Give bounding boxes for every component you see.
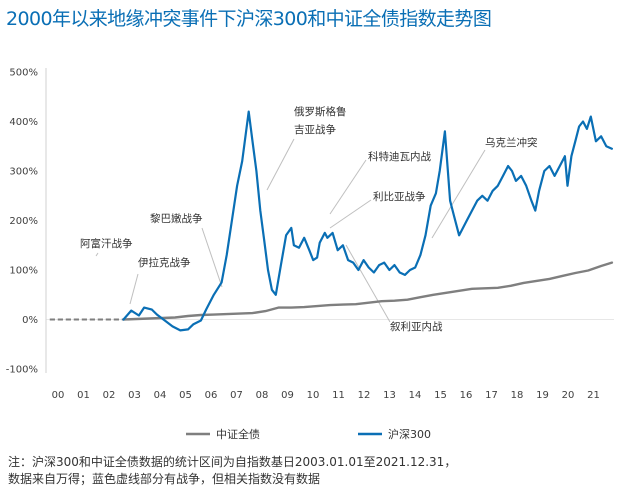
annotation-label: 叙利亚内战 [390, 320, 443, 333]
annotation: 乌克兰冲突 [431, 136, 538, 239]
annotation: 科特迪瓦内战 [329, 150, 431, 215]
x-tick-label: 16 [460, 390, 473, 401]
footnote-line-2: 数据来自万得；蓝色虚线部分有战争，但相关指数没有数据 [8, 472, 321, 486]
legend-label: 沪深300 [388, 427, 431, 441]
x-tick-label: 19 [536, 390, 549, 401]
legend-item-bond[interactable]: 中证全债 [186, 427, 260, 441]
x-tick-label: 05 [179, 390, 192, 401]
x-tick-label: 11 [332, 390, 345, 401]
annotation-leader-line [431, 149, 486, 239]
annotation: 叙利亚内战 [345, 244, 443, 333]
annotation-leader-line [201, 227, 223, 288]
x-tick-label: 02 [103, 390, 116, 401]
chart-title: 2000年以来地缘冲突事件下沪深300和中证全债指数走势图 [6, 8, 492, 30]
annotation-label: 黎巴嫩战争 [150, 212, 203, 225]
annotation-label: 阿富汗战争 [80, 237, 133, 250]
y-tick-label: 300% [9, 167, 38, 178]
x-tick-label: 12 [358, 390, 371, 401]
annotation-label: 科特迪瓦内战 [368, 150, 431, 163]
legend-item-hs300[interactable]: 沪深300 [358, 427, 431, 441]
annotation-leader-line [95, 252, 99, 257]
annotation-label: 吉亚战争 [294, 123, 336, 136]
x-tick-label: 18 [511, 390, 524, 401]
annotation-leader-line [345, 244, 391, 323]
x-tick-label: 01 [77, 390, 90, 401]
annotation-label: 乌克兰冲突 [485, 136, 538, 149]
annotation-leader-line [329, 159, 367, 215]
y-tick-label: 0% [22, 315, 38, 326]
annotation-label: 俄罗斯格鲁 [294, 105, 347, 118]
annotation: 黎巴嫩战争 [150, 212, 223, 288]
bond-series-line [122, 261, 614, 321]
x-tick-label: 14 [409, 390, 422, 401]
x-tick-label: 15 [434, 390, 447, 401]
annotation-label: 伊拉克战争 [138, 256, 191, 269]
legend[interactable]: 中证全债 沪深300 [186, 427, 431, 441]
x-tick-label: 17 [485, 390, 498, 401]
y-tick-label: 500% [9, 68, 38, 79]
y-tick-label: 200% [9, 216, 38, 227]
annotation-label: 利比亚战争 [373, 190, 426, 203]
x-tick-label: 21 [587, 390, 600, 401]
annotation-leader-line [129, 273, 139, 305]
y-tick-label: -100% [6, 365, 38, 376]
series-layer [49, 110, 614, 332]
x-tick-label: 20 [562, 390, 575, 401]
x-tick-label: 03 [128, 390, 141, 401]
x-tick-label: 09 [281, 390, 294, 401]
y-axis: -100% 0% 100% 200% 300% 400% 500% [6, 68, 38, 376]
x-tick-label: 04 [154, 390, 167, 401]
annotation-leader-line [329, 199, 372, 229]
annotation: 阿富汗战争 [80, 237, 133, 257]
footnote-line-1: 注：沪深300和中证全债数据的统计区间为自指数基日2003.01.01至2021… [8, 455, 457, 469]
annotation: 伊拉克战争 [129, 256, 191, 305]
x-tick-label: 13 [383, 390, 396, 401]
x-tick-label: 06 [205, 390, 218, 401]
line-chart: -100% 0% 100% 200% 300% 400% 500% 00 01 02 03 04 05… [6, 68, 614, 441]
annotation-leader-line [266, 138, 295, 191]
y-tick-label: 100% [9, 266, 38, 277]
x-tick-label: 08 [256, 390, 269, 401]
x-tick-label: 00 [52, 390, 65, 401]
annotation: 利比亚战争 [329, 190, 426, 229]
legend-label: 中证全债 [216, 427, 260, 441]
x-tick-label: 07 [230, 390, 243, 401]
x-tick-label: 10 [307, 390, 320, 401]
x-axis: 00 01 02 03 04 05 06 07 08 09 10 11 12 13 14 15 16 17 18 19… [52, 390, 600, 401]
y-tick-label: 400% [9, 117, 38, 128]
footnote: 注：沪深300和中证全债数据的统计区间为自指数基日2003.01.01至2021… [8, 454, 614, 488]
hs300-series-line [122, 110, 613, 332]
